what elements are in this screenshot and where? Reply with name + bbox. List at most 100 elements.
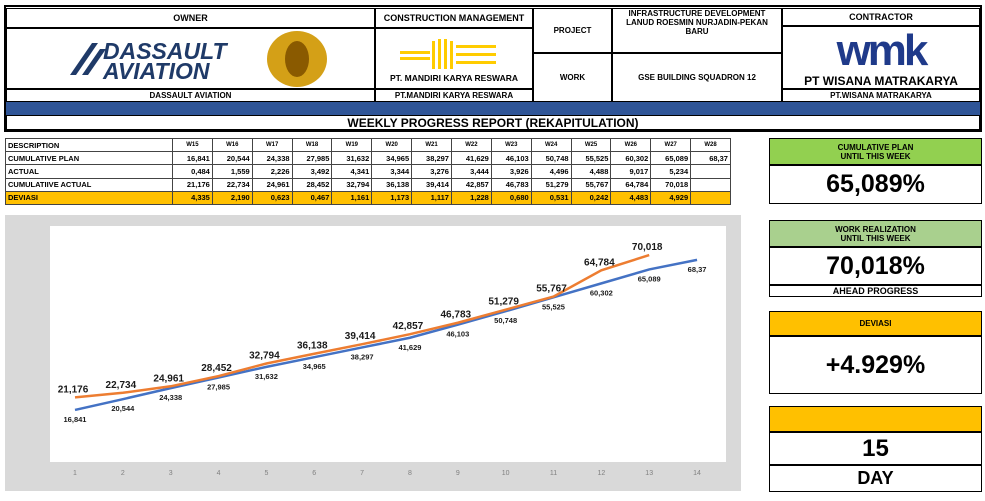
contractor-name: PT.WISANA MATRAKARYA <box>782 89 980 102</box>
table-cell: 42,857 <box>451 177 492 192</box>
data-label: 39,414 <box>345 331 376 342</box>
table-cell: DESCRIPTION <box>5 138 173 153</box>
owner-logo-mark <box>70 43 106 75</box>
table-cell <box>690 177 731 192</box>
table-cell: 20,544 <box>211 151 253 166</box>
table-cell: 41,629 <box>451 151 492 166</box>
data-label: 55,525 <box>542 302 565 311</box>
table-cell: 9,017 <box>610 164 652 179</box>
table-cell: W26 <box>610 138 652 153</box>
real-label-line: UNTIL THIS WEEK <box>840 233 911 243</box>
days-header <box>769 406 982 432</box>
table-cell: 0,680 <box>490 190 532 205</box>
table-cell: 24,338 <box>251 151 293 166</box>
table-cell: 4,483 <box>610 190 652 205</box>
cm-logo-box: PT. MANDIRI KARYA RESWARA <box>375 28 533 89</box>
work-label: WORK <box>533 53 612 102</box>
table-cell: 0,531 <box>530 190 572 205</box>
table-cell: 16,841 <box>172 151 213 166</box>
plan-label-line: UNTIL THIS WEEK <box>840 151 911 161</box>
report-title: WEEKLY PROGRESS REPORT (REKAPITULATION) <box>6 115 980 130</box>
x-tick-label: 13 <box>645 470 653 477</box>
data-label: 51,279 <box>488 297 519 308</box>
data-label: 24,338 <box>159 393 182 402</box>
x-tick-label: 11 <box>550 470 557 477</box>
table-cell: W27 <box>650 138 692 153</box>
emblem <box>267 31 327 87</box>
real-value: 70,018% <box>769 247 982 285</box>
table-cell: 4,488 <box>570 164 612 179</box>
table-cell: 0,484 <box>172 164 213 179</box>
data-label: 38,297 <box>351 352 374 361</box>
table-cell: 28,452 <box>291 177 333 192</box>
owner-logo-text: DASSAULT AVIATION <box>103 40 227 83</box>
table-cell: W21 <box>411 138 452 153</box>
table-cell: 39,414 <box>411 177 452 192</box>
owner-name: DASSAULT AVIATION <box>6 89 375 102</box>
data-label: 46,103 <box>446 330 469 339</box>
contractor-logo-box: wmk PT WISANA MATRAKARYA <box>782 26 980 89</box>
table-cell: 64,784 <box>610 177 652 192</box>
table-cell: 31,632 <box>331 151 373 166</box>
table-cell: 55,525 <box>570 151 612 166</box>
table-cell: 0,467 <box>291 190 333 205</box>
table-cell: 0,242 <box>570 190 612 205</box>
x-tick-label: 14 <box>693 470 701 477</box>
table-cell: 38,297 <box>411 151 452 166</box>
table-cell: 60,302 <box>610 151 652 166</box>
blue-band <box>6 102 980 115</box>
x-tick-label: 10 <box>502 470 510 477</box>
table-cell: W23 <box>490 138 532 153</box>
table-cell: CUMULATIIVE ACTUAL <box>5 177 173 192</box>
table-cell: 1,559 <box>211 164 253 179</box>
table-cell: W20 <box>371 138 413 153</box>
contractor-logo-text: PT WISANA MATRAKARYA <box>804 74 958 88</box>
x-tick-label: 9 <box>456 470 460 477</box>
table-cell: 70,018 <box>650 177 692 192</box>
plan-label-line: CUMULATIVE PLAN <box>837 142 914 152</box>
x-tick-label: 8 <box>408 470 412 477</box>
data-label: 65,089 <box>638 274 661 283</box>
x-tick-label: 3 <box>169 470 173 477</box>
real-label-line: WORK REALIZATION <box>835 224 916 234</box>
table-cell <box>690 190 731 205</box>
table-cell: 27,985 <box>291 151 333 166</box>
table-cell: W28 <box>690 138 731 153</box>
data-label: 36,138 <box>297 341 328 352</box>
data-label: 24,961 <box>153 373 184 384</box>
table-cell: 3,492 <box>291 164 333 179</box>
table-cell: W19 <box>331 138 373 153</box>
data-label: 32,794 <box>249 350 280 361</box>
cm-logo-text: PT. MANDIRI KARYA RESWARA <box>390 73 518 83</box>
table-cell: 1,173 <box>371 190 413 205</box>
plan-value: 65,089% <box>769 165 982 204</box>
table-cell: 65,089 <box>650 151 692 166</box>
x-tick-label: 12 <box>597 470 605 477</box>
data-label: 20,544 <box>111 404 135 413</box>
data-label: 21,176 <box>58 384 89 395</box>
series-line <box>74 258 698 412</box>
data-label: 68,37 <box>688 265 707 274</box>
table-cell: 3,344 <box>371 164 413 179</box>
table-cell: 4,929 <box>650 190 692 205</box>
table-cell: 32,794 <box>331 177 373 192</box>
data-label: 70,018 <box>632 242 663 253</box>
table-cell: 55,767 <box>570 177 612 192</box>
data-label: 34,965 <box>303 362 326 371</box>
table-cell: CUMULATIVE PLAN <box>5 151 173 166</box>
data-label: 22,734 <box>106 380 137 391</box>
data-label: 60,302 <box>590 288 613 297</box>
cm-logo-mark <box>400 39 496 69</box>
table-cell: 3,926 <box>490 164 532 179</box>
table-cell: W25 <box>570 138 612 153</box>
x-tick-label: 2 <box>121 470 125 477</box>
table-cell: 46,783 <box>490 177 532 192</box>
contractor-logo: wmk <box>836 26 929 75</box>
table-cell: W22 <box>451 138 492 153</box>
data-label: 31,632 <box>255 372 278 381</box>
cm-name: PT.MANDIRI KARYA RESWARA <box>375 89 533 102</box>
data-label: 46,783 <box>441 310 472 321</box>
data-label: 64,784 <box>584 257 615 268</box>
dev-value: +4.929% <box>769 336 982 394</box>
